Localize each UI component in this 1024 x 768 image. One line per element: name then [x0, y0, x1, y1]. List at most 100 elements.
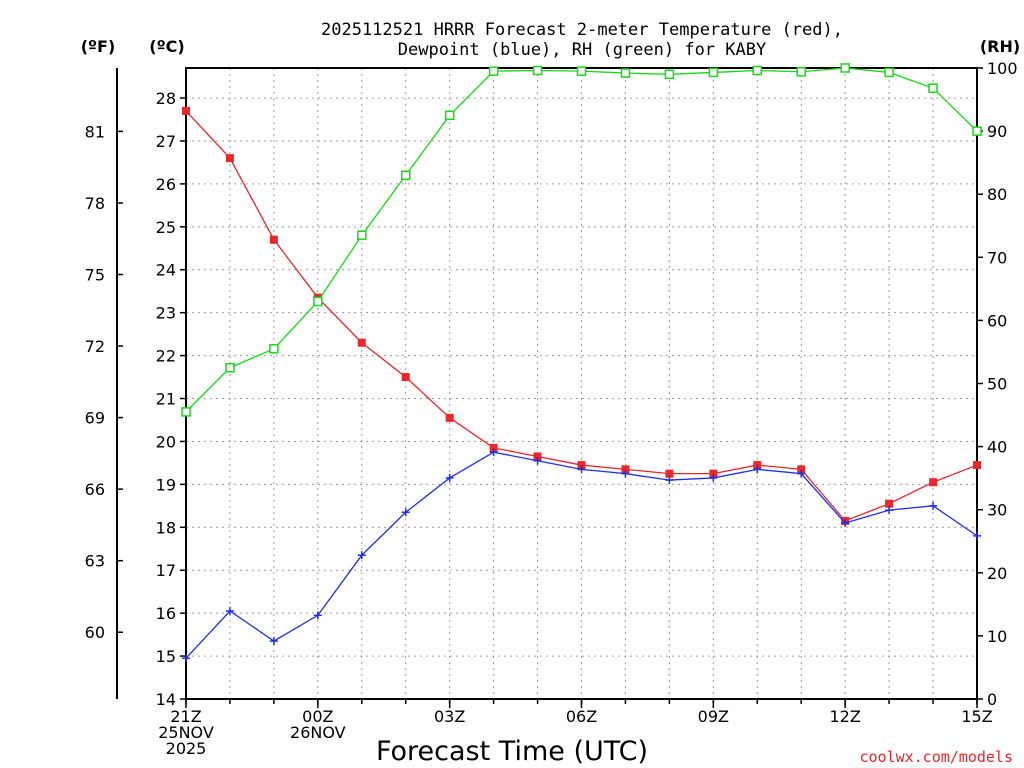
rh-point — [708, 67, 719, 78]
celsius-tick-label: 22 — [156, 347, 176, 366]
series-line-rh — [185, 67, 978, 413]
dewpoint-point — [182, 654, 190, 663]
x-tick-label: 00Z — [302, 707, 333, 726]
rh-tick-label: 40 — [987, 438, 1007, 457]
temperature-point — [709, 469, 718, 478]
temperature-point — [489, 443, 498, 452]
rh-point — [269, 344, 279, 354]
rh-tick-label: 50 — [987, 375, 1007, 394]
rh-point — [664, 69, 675, 80]
celsius-tick-label: 21 — [156, 390, 176, 409]
rh-tick-label: 70 — [987, 248, 1007, 267]
temperature-point — [182, 106, 190, 115]
celsius-tick-label: 27 — [156, 132, 176, 151]
dewpoint-point — [709, 473, 718, 482]
celsius-tick-label: 28 — [156, 89, 176, 108]
fahrenheit-tick-label: 81 — [85, 122, 105, 141]
rh-point — [840, 63, 850, 73]
dewpoint-point — [533, 456, 542, 465]
fahrenheit-tick-label: 60 — [85, 623, 105, 642]
credit-text: coolwx.com/models — [859, 748, 1013, 766]
dewpoint-point — [577, 465, 586, 474]
celsius-tick-label: 15 — [156, 647, 176, 666]
temperature-point — [885, 499, 894, 508]
celsius-tick-label: 16 — [156, 604, 176, 623]
rh-tick-label: 10 — [987, 627, 1007, 646]
rh-point — [357, 230, 367, 240]
x-tick-label: 2025 — [166, 739, 207, 758]
fahrenheit-unit-label: (ºF) — [81, 37, 116, 56]
dewpoint-point — [489, 448, 498, 457]
dewpoint-point — [269, 637, 278, 646]
axis-ticks — [117, 67, 983, 708]
rh-tick-label: 80 — [987, 185, 1007, 204]
dewpoint-point — [401, 508, 410, 517]
rh-unit-label: (RH) — [980, 37, 1020, 56]
temperature-point — [445, 413, 454, 422]
temperature-point — [533, 452, 542, 461]
plot-frame — [185, 67, 978, 700]
celsius-tick-label: 25 — [156, 218, 176, 237]
dewpoint-point — [753, 465, 762, 474]
rh-point — [620, 68, 631, 78]
x-tick-label: 03Z — [434, 707, 465, 726]
temperature-point — [665, 469, 674, 478]
series-rh — [181, 63, 982, 417]
temperature-point — [973, 461, 981, 470]
grid-lines — [186, 68, 977, 700]
rh-point — [532, 65, 543, 76]
rh-point — [884, 67, 894, 78]
rh-point — [972, 126, 982, 136]
x-tick-label: 12Z — [830, 707, 861, 726]
dewpoint-point — [225, 607, 234, 616]
dewpoint-point — [929, 501, 938, 510]
chart-title-line-1: 2025112521 HRRR Forecast 2-meter Tempera… — [321, 20, 843, 40]
rh-point — [796, 67, 806, 77]
celsius-tick-label: 24 — [156, 261, 176, 280]
temperature-point — [753, 461, 762, 470]
fahrenheit-tick-label: 72 — [85, 337, 105, 356]
dewpoint-point — [973, 531, 981, 540]
celsius-tick-label: 20 — [156, 432, 176, 451]
series-layer — [181, 63, 982, 663]
celsius-tick-label: 19 — [156, 475, 176, 494]
celsius-unit-label: (ºC) — [149, 37, 184, 56]
x-axis-label: Forecast Time (UTC) — [376, 736, 648, 767]
x-tick-label: 06Z — [566, 707, 597, 726]
rh-point — [181, 407, 191, 417]
fahrenheit-tick-label: 63 — [85, 552, 105, 571]
rh-point — [928, 83, 938, 93]
fahrenheit-tick-label: 69 — [85, 409, 105, 428]
dewpoint-point — [665, 476, 674, 485]
fahrenheit-tick-label: 66 — [85, 480, 105, 499]
rh-point — [752, 65, 763, 76]
rh-tick-label: 20 — [987, 564, 1007, 583]
dewpoint-point — [313, 611, 322, 620]
x-tick-label: 25NOV — [158, 723, 214, 742]
dewpoint-point — [445, 473, 454, 482]
celsius-tick-label: 23 — [156, 304, 176, 323]
x-tick-label: 21Z — [170, 707, 201, 726]
temperature-point — [621, 465, 630, 474]
dewpoint-point — [357, 551, 366, 560]
axis-tick-labels: 14 15 16 17 18 19 20 21 22 23 24 25 26 27 28 60 63 66 69 72… — [85, 59, 1018, 758]
temperature-point — [357, 338, 366, 347]
rh-point — [313, 296, 323, 307]
rh-tick-label: 90 — [987, 122, 1007, 141]
temperature-point — [797, 465, 806, 474]
chart-title-line-2: Dewpoint (blue), RH (green) for KABY — [398, 40, 766, 60]
temperature-point — [929, 478, 938, 487]
celsius-tick-label: 18 — [156, 518, 176, 537]
rh-point — [488, 66, 499, 76]
rh-tick-label: 0 — [987, 690, 997, 709]
rh-point — [225, 362, 235, 373]
fahrenheit-tick-label: 75 — [85, 266, 105, 285]
dewpoint-point — [841, 519, 850, 528]
x-tick-label: 26NOV — [290, 723, 346, 742]
x-tick-label: 09Z — [698, 707, 729, 726]
x-tick-label: 15Z — [961, 707, 992, 726]
series-dewpoint — [182, 448, 981, 663]
rh-point — [444, 110, 455, 121]
rh-tick-label: 60 — [987, 311, 1007, 330]
